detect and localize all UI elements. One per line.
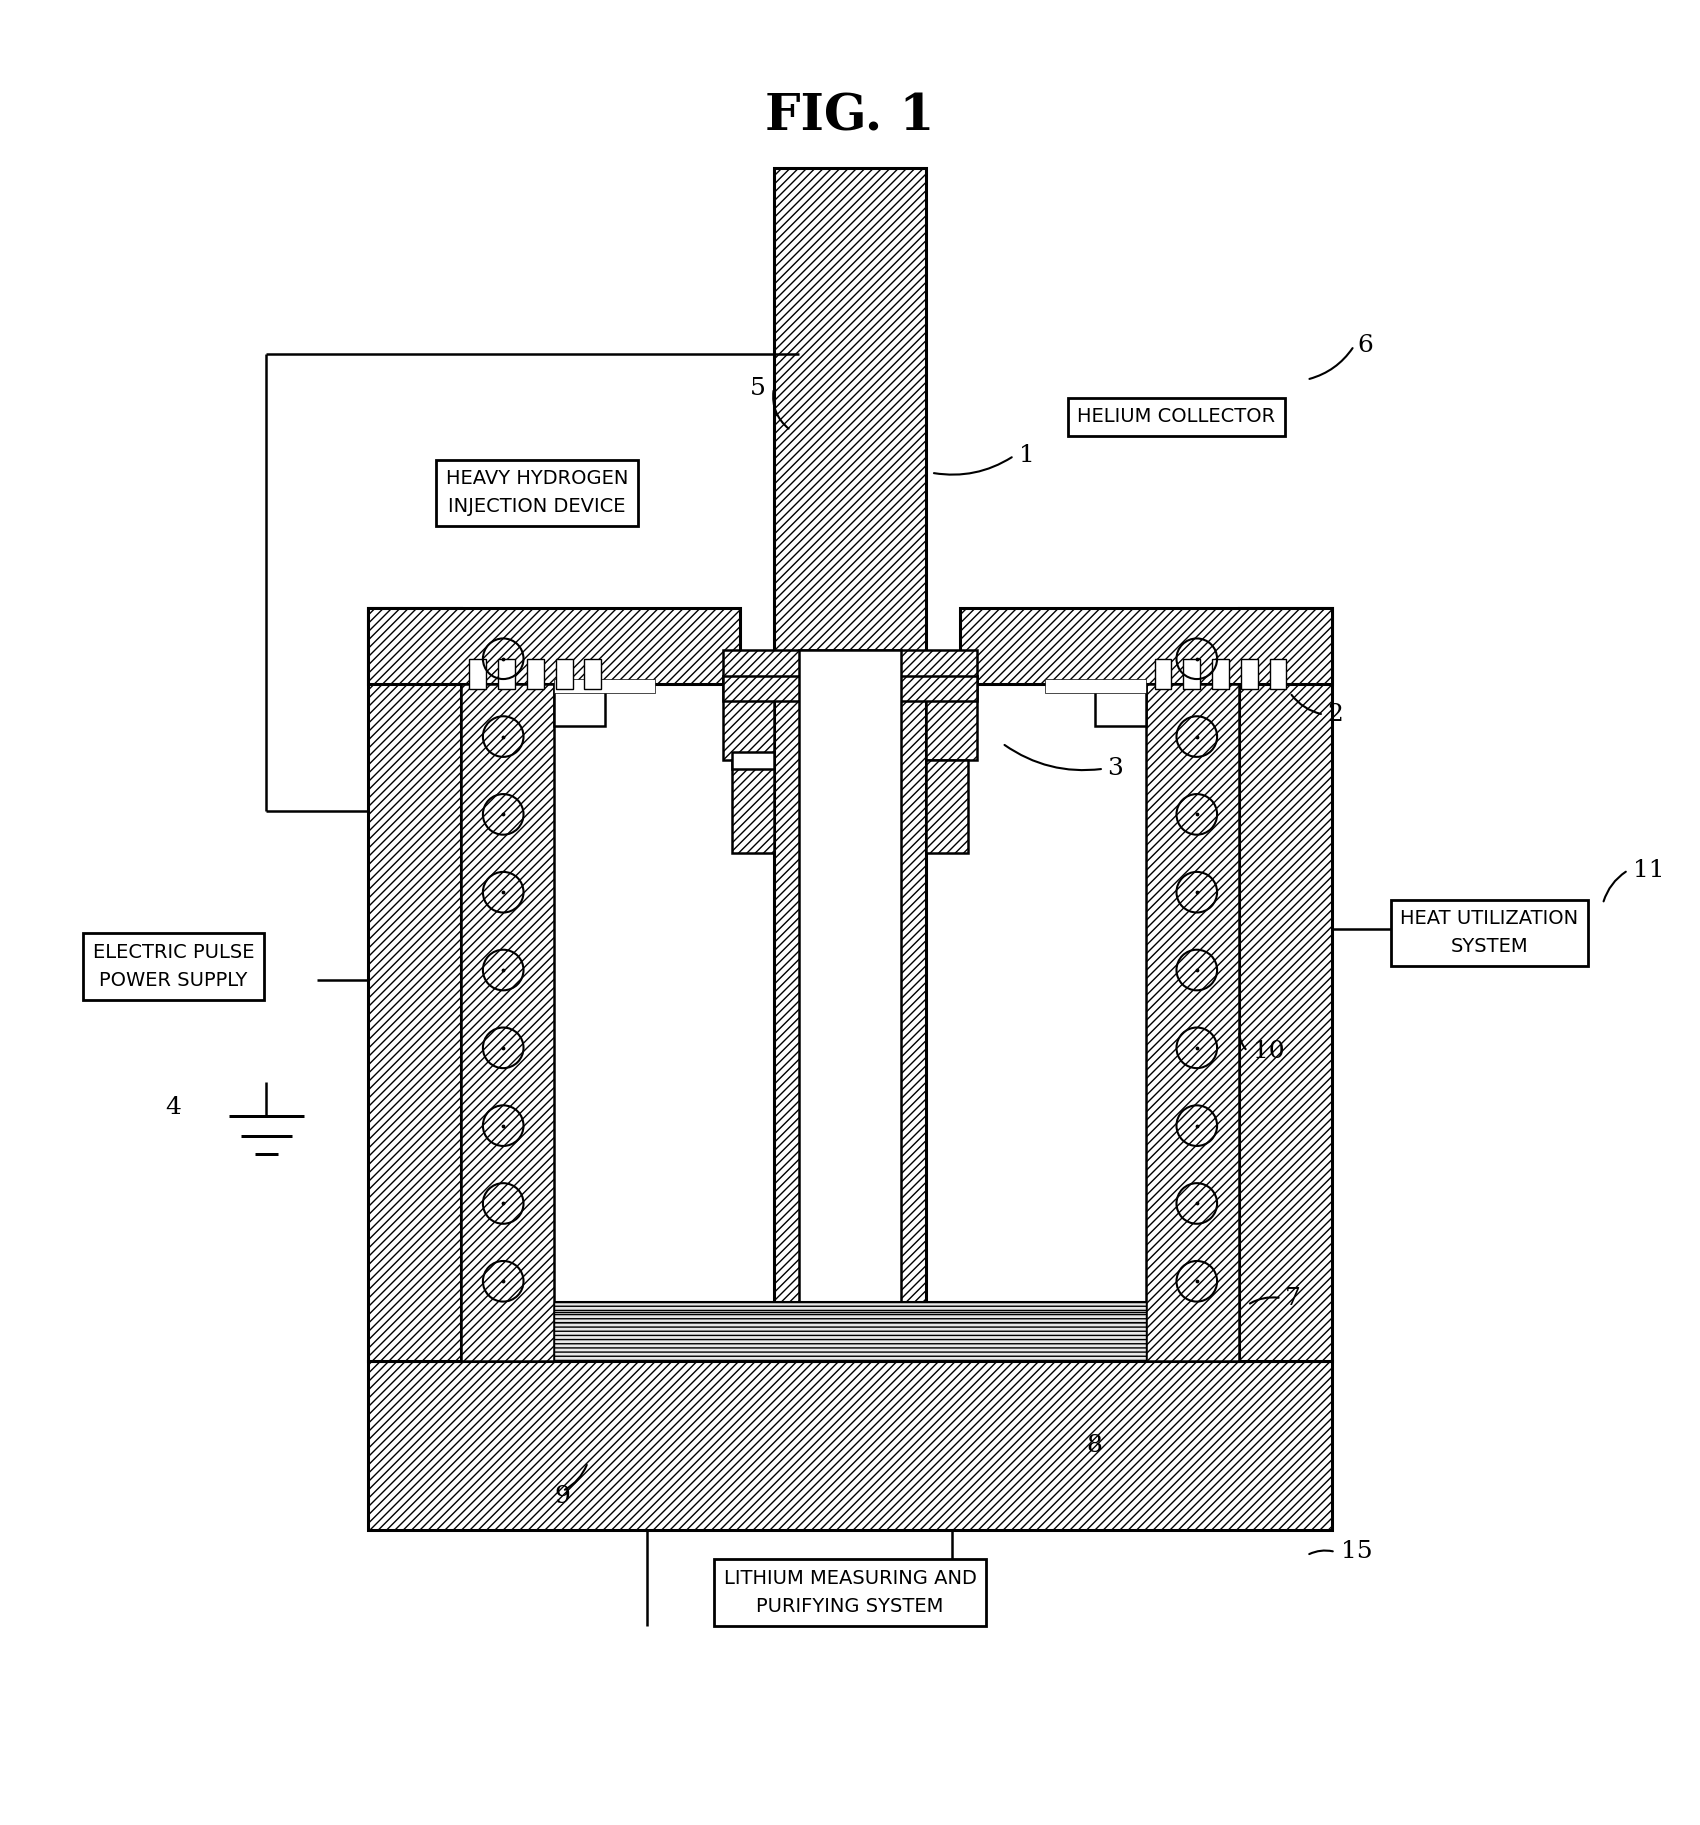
Bar [1154,659,1171,690]
Bar [554,679,656,692]
Bar [774,168,926,1361]
Text: 7: 7 [1285,1287,1300,1310]
Bar [722,675,978,701]
Bar [1270,659,1287,690]
Bar [1241,659,1258,690]
Bar [554,684,605,726]
Text: LITHIUM MEASURING AND
PURIFYING SYSTEM: LITHIUM MEASURING AND PURIFYING SYSTEM [724,1570,976,1617]
Bar [799,650,901,1361]
Bar [722,650,978,684]
Text: ELECTRIC PULSE
POWER SUPPLY: ELECTRIC PULSE POWER SUPPLY [92,944,253,991]
Text: 9: 9 [554,1484,571,1507]
Bar [1239,608,1333,1361]
Bar [461,684,554,1361]
Bar [813,701,887,1361]
Bar [731,761,774,854]
Bar [367,1361,1333,1529]
Text: 15: 15 [1341,1540,1372,1564]
Bar [1044,679,1146,692]
Bar [1146,684,1239,1361]
Text: 4: 4 [165,1095,182,1119]
Bar [585,659,602,690]
Bar [927,675,978,761]
Text: 6: 6 [1358,334,1374,358]
Bar [498,659,515,690]
Bar [554,1301,1146,1361]
Bar [927,761,969,854]
Bar [722,675,774,761]
Bar [1183,659,1200,690]
Bar [731,752,774,768]
Bar [556,659,573,690]
Text: 5: 5 [750,376,765,400]
Text: FIG. 1: FIG. 1 [765,93,935,142]
Bar [367,608,461,1361]
Bar [1212,659,1229,690]
Text: 8: 8 [1086,1434,1103,1456]
Bar [367,608,740,684]
Text: HEAT UTILIZATION
SYSTEM: HEAT UTILIZATION SYSTEM [1401,909,1579,956]
Text: 11: 11 [1634,860,1664,881]
Text: HEAVY HYDROGEN
INJECTION DEVICE: HEAVY HYDROGEN INJECTION DEVICE [445,469,629,516]
Bar [469,659,486,690]
Bar [960,608,1333,684]
Text: 3: 3 [1107,757,1124,781]
Text: 2: 2 [1328,703,1343,726]
Bar [1095,684,1146,726]
Text: HELIUM COLLECTOR: HELIUM COLLECTOR [1078,407,1275,427]
Text: 1: 1 [1020,443,1035,467]
Text: 10: 10 [1253,1040,1284,1062]
Bar [527,659,544,690]
